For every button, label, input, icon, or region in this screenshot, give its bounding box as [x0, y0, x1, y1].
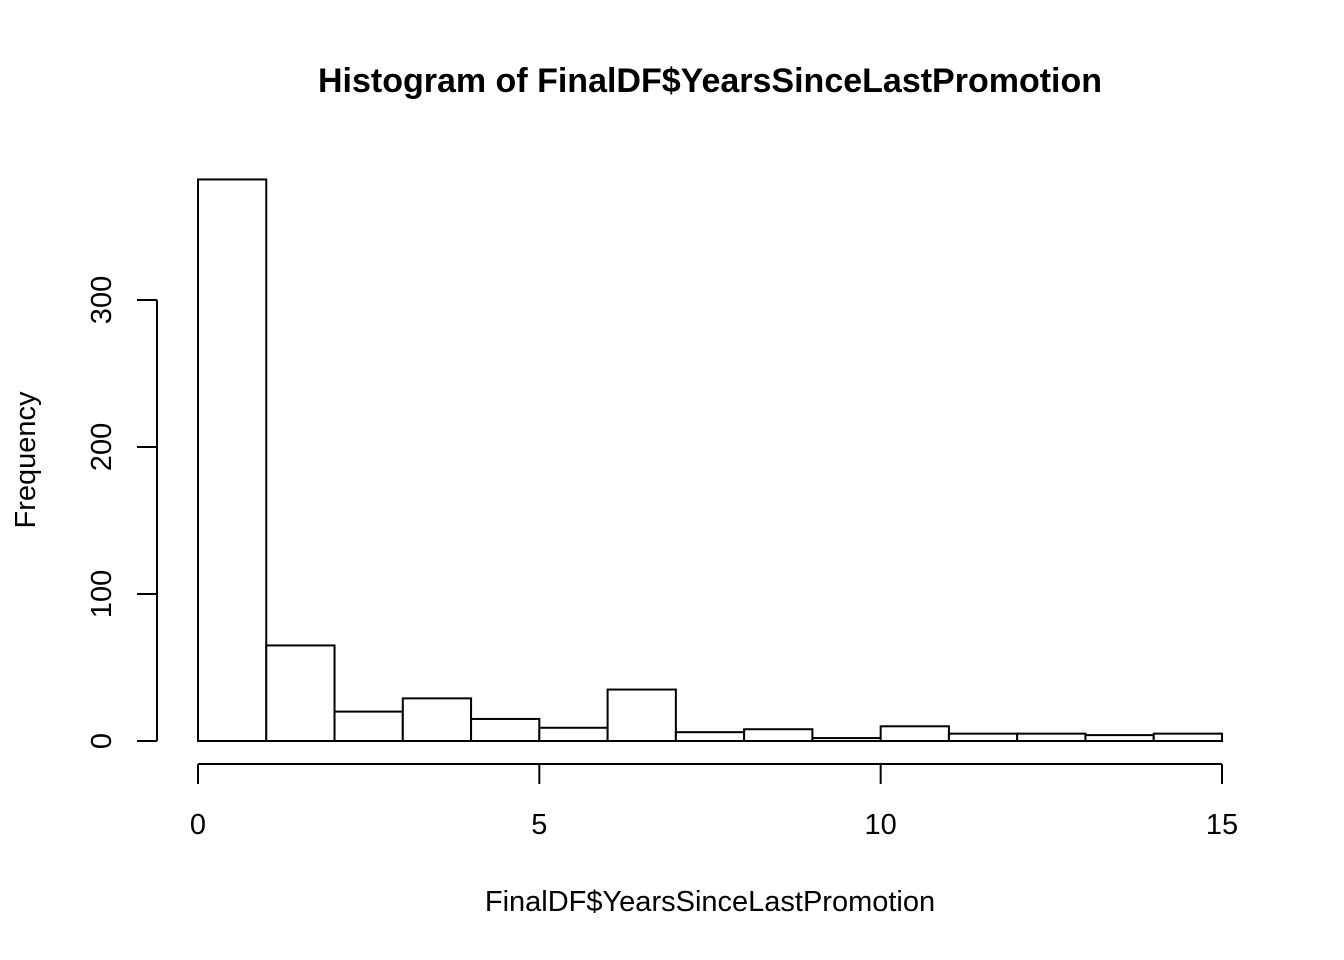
histogram-bar-11	[947, 732, 1019, 743]
x-tick-label-2: 10	[865, 809, 897, 841]
y-tick-label-2: 200	[86, 423, 118, 471]
histogram-bar-10	[879, 725, 950, 742]
x-axis: 0 5 10 15	[190, 763, 1238, 841]
y-tick-label-3: 300	[86, 276, 118, 324]
y-tick-label-0: 0	[86, 733, 118, 749]
histogram-bar-2	[333, 710, 404, 742]
histogram-bar-4	[470, 717, 541, 743]
y-axis: 0 100 200 300	[86, 276, 158, 749]
x-axis-label: FinalDF$YearsSinceLastPromotion	[485, 886, 935, 918]
histogram-bar-1	[265, 644, 336, 743]
y-tick-label-1: 100	[86, 570, 118, 618]
histogram-bar-6	[606, 688, 677, 742]
bars-group	[197, 178, 1223, 743]
histogram-bar-3	[401, 697, 473, 742]
histogram-bar-0	[197, 178, 268, 742]
histogram-bar-14	[1152, 732, 1223, 743]
histogram-bar-7	[674, 731, 746, 742]
x-tick-label-0: 0	[190, 809, 206, 841]
histogram-bar-13	[1084, 734, 1155, 742]
histogram-bar-9	[811, 737, 882, 742]
histogram-bar-8	[743, 728, 814, 742]
y-axis-label: Frequency	[10, 391, 42, 529]
x-tick-label-1: 5	[531, 809, 547, 841]
histogram-bar-12	[1016, 732, 1087, 743]
chart-title: Histogram of FinalDF$YearsSinceLastPromo…	[318, 62, 1102, 100]
x-tick-label-3: 15	[1206, 809, 1238, 841]
histogram-bar-5	[538, 726, 609, 743]
